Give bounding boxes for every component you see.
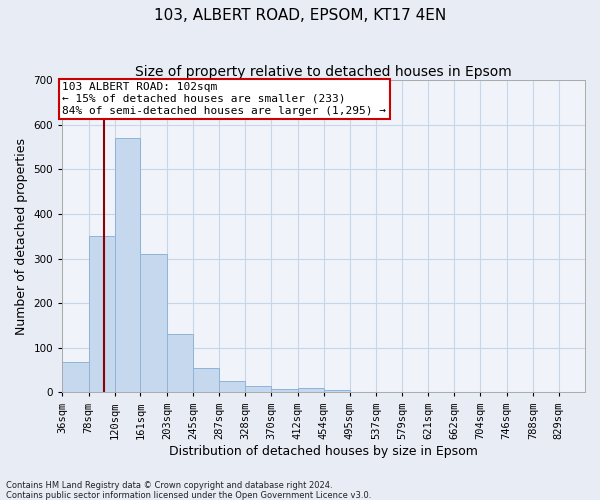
Title: Size of property relative to detached houses in Epsom: Size of property relative to detached ho… <box>135 65 512 79</box>
Bar <box>324 390 350 392</box>
Bar <box>271 389 298 392</box>
Bar <box>193 368 220 392</box>
Bar <box>62 362 89 392</box>
Y-axis label: Number of detached properties: Number of detached properties <box>15 138 28 335</box>
Bar <box>167 334 193 392</box>
Bar <box>115 138 140 392</box>
Bar <box>245 386 271 392</box>
Text: Contains HM Land Registry data © Crown copyright and database right 2024.: Contains HM Land Registry data © Crown c… <box>6 480 332 490</box>
X-axis label: Distribution of detached houses by size in Epsom: Distribution of detached houses by size … <box>169 444 478 458</box>
Bar <box>140 254 167 392</box>
Text: 103 ALBERT ROAD: 102sqm
← 15% of detached houses are smaller (233)
84% of semi-d: 103 ALBERT ROAD: 102sqm ← 15% of detache… <box>62 82 386 116</box>
Text: 103, ALBERT ROAD, EPSOM, KT17 4EN: 103, ALBERT ROAD, EPSOM, KT17 4EN <box>154 8 446 22</box>
Bar <box>220 382 245 392</box>
Text: Contains public sector information licensed under the Open Government Licence v3: Contains public sector information licen… <box>6 490 371 500</box>
Bar <box>298 388 324 392</box>
Bar <box>89 236 115 392</box>
